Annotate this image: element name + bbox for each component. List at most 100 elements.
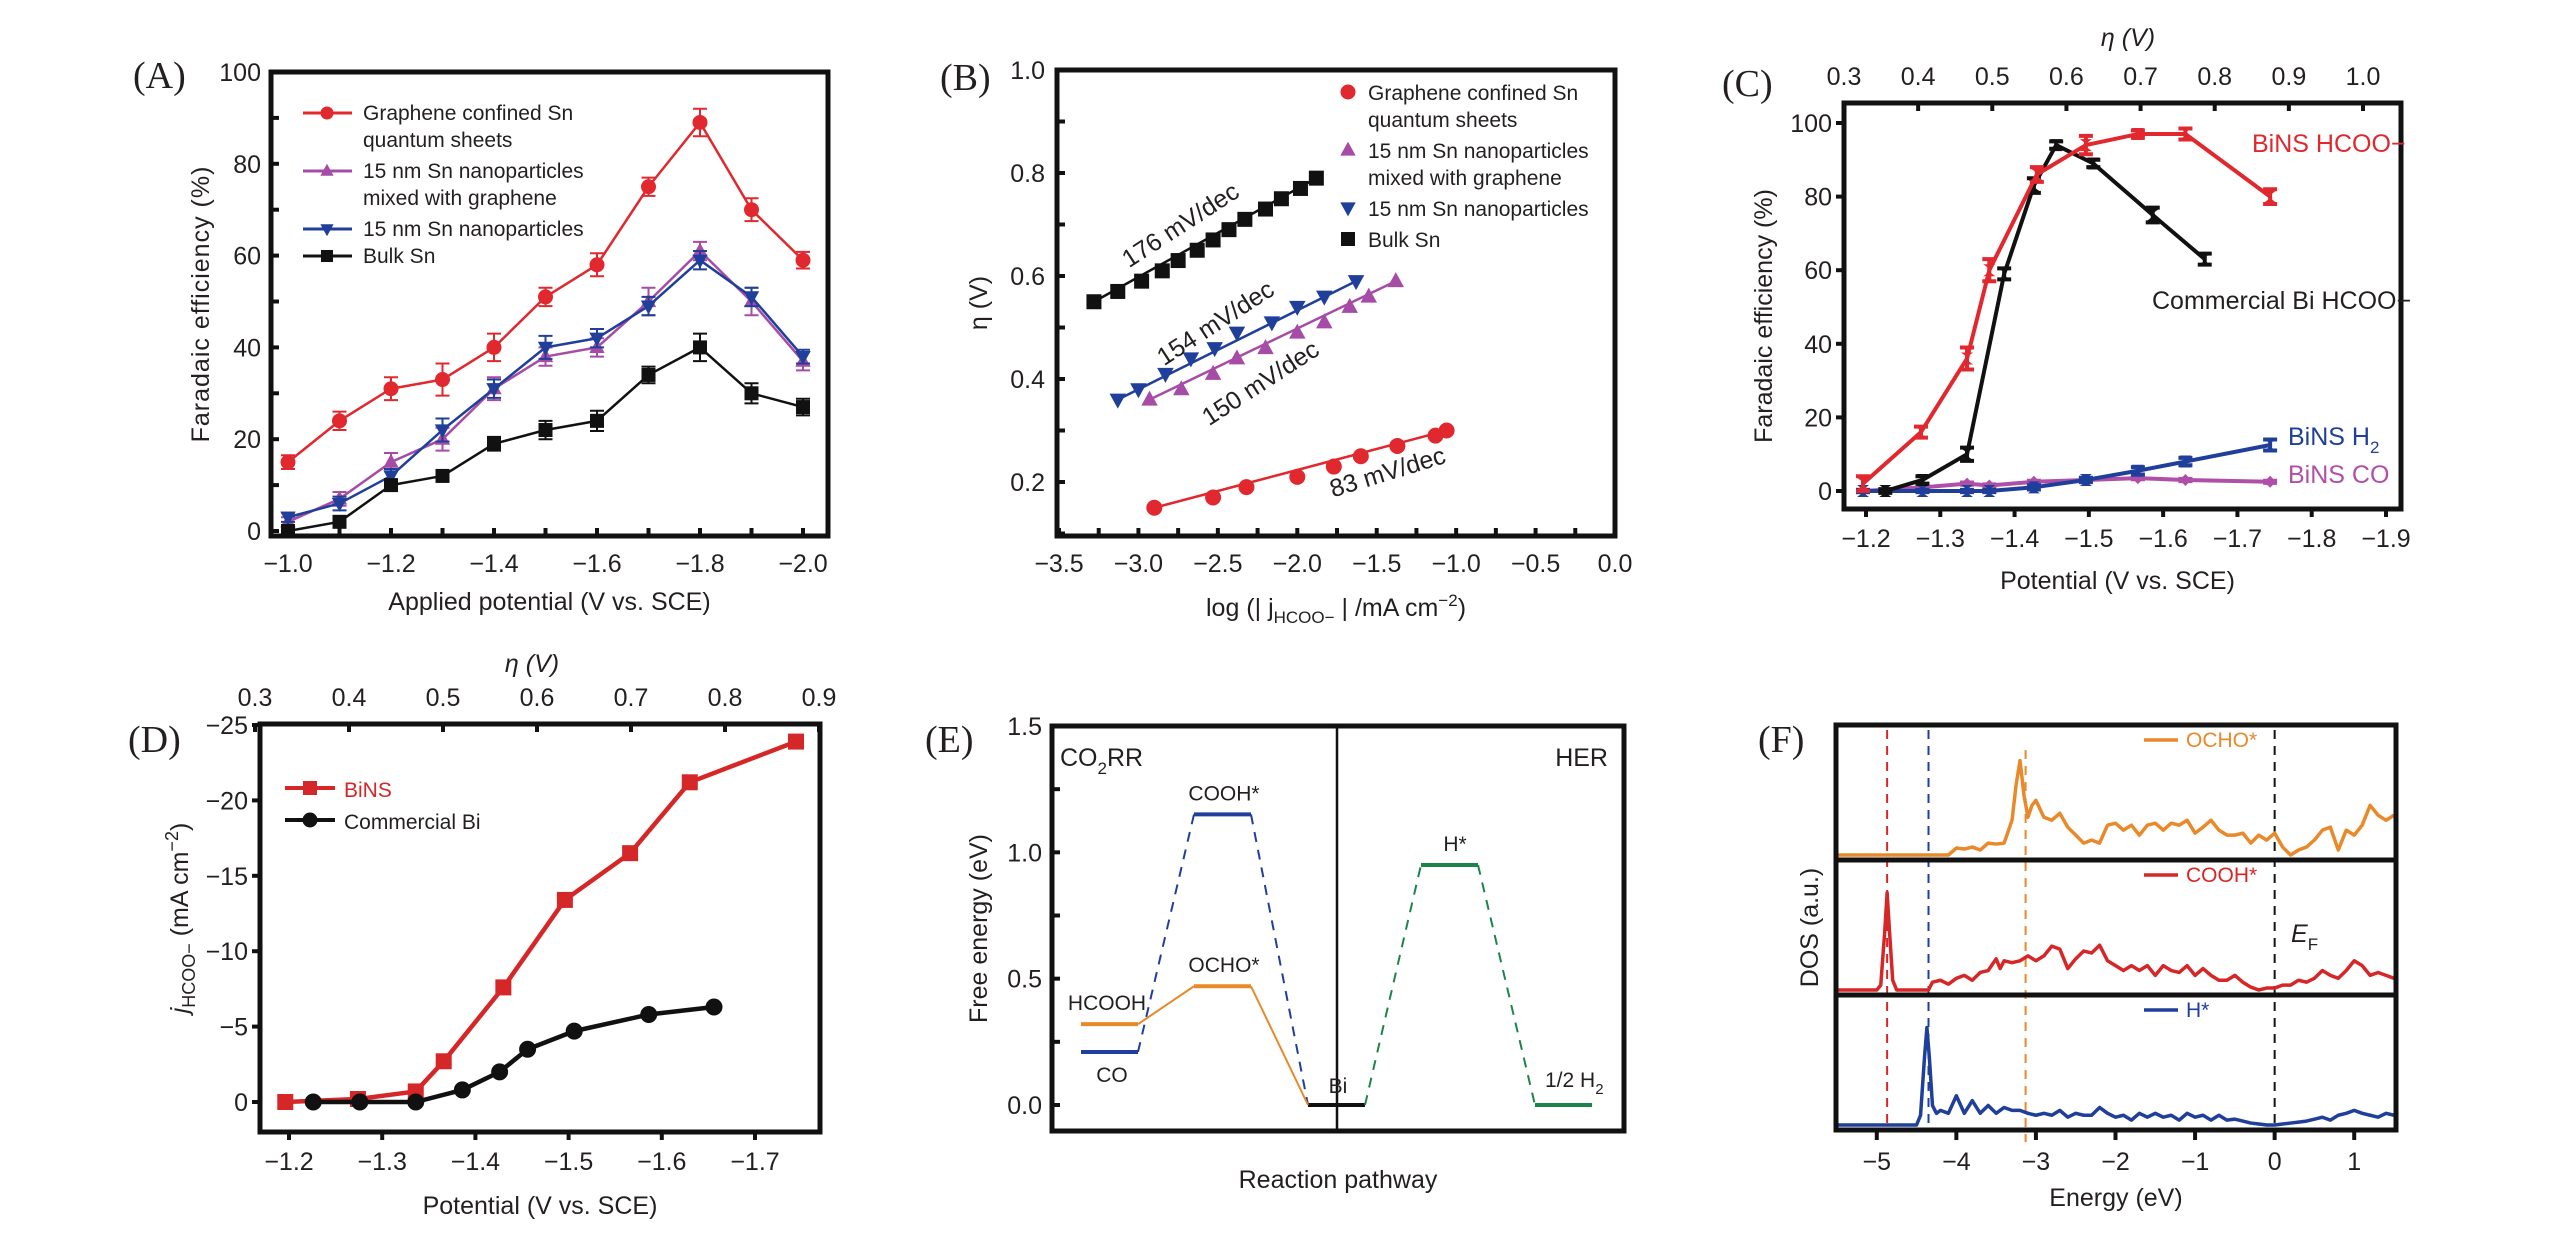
- top-x-axis-title: η (V): [2101, 24, 2155, 52]
- x-tick-label: −1.4: [469, 550, 518, 578]
- y-tick-label: −20: [206, 787, 248, 815]
- slope-annotation: 83 mV/dec: [1326, 441, 1448, 503]
- data-point: [1438, 422, 1455, 439]
- dos-curve-0: [1837, 758, 2395, 857]
- data-point: [1289, 300, 1306, 316]
- legend-label: H*: [2186, 999, 2209, 1022]
- x-tick-label: −1.7: [730, 1148, 779, 1176]
- top-x-tick-label: 0.3: [1827, 63, 1862, 91]
- panel-letter-f: (F): [1758, 719, 1804, 761]
- y-tick-label: 0.6: [1010, 263, 1045, 291]
- y-tick-label: −25: [206, 712, 248, 740]
- x-tick-label: −2.0: [1273, 550, 1322, 578]
- y-axis-title: Faradaic efficiency (%): [187, 166, 215, 443]
- x-tick-label: −1.0: [263, 550, 312, 578]
- x-tick-label: −1: [2181, 1148, 2210, 1176]
- legend-label: mixed with graphene: [1368, 167, 1562, 190]
- top-x-tick-label: 0.9: [2271, 63, 2306, 91]
- plot-frame: [257, 721, 823, 1135]
- data-point: [641, 367, 656, 382]
- y-tick-label: 0.8: [1010, 160, 1045, 188]
- data-point: [435, 1053, 452, 1070]
- legend-marker: [320, 224, 334, 237]
- data-point: [1221, 222, 1237, 238]
- y-tick-label: −5: [219, 1014, 248, 1042]
- data-point: [1189, 242, 1205, 258]
- level-label-hcooh: HCOOH: [1068, 992, 1146, 1015]
- top-x-tick-label: 0.7: [2123, 63, 2158, 91]
- top-x-tick-label: 0.7: [614, 684, 649, 712]
- data-point: [2027, 481, 2040, 494]
- x-tick-label: −3: [2022, 1148, 2051, 1176]
- level-label-h: H*: [1443, 833, 1466, 856]
- plot-frame: [1841, 100, 2404, 512]
- data-point: [486, 339, 502, 355]
- top-x-tick-label: 0.6: [2049, 63, 2084, 91]
- y-tick-label: 0: [1818, 478, 1832, 506]
- x-tick-label: 0: [2268, 1148, 2282, 1176]
- top-x-tick-label: 0.8: [2197, 63, 2232, 91]
- data-point: [351, 1093, 369, 1111]
- data-point: [640, 300, 657, 315]
- connector-solid: [1137, 985, 1195, 1025]
- x-axis-title: Potential (V vs. SCE): [423, 1192, 658, 1220]
- data-point: [538, 289, 553, 305]
- data-point: [2179, 473, 2192, 486]
- top-x-tick-label: 1.0: [2346, 63, 2381, 91]
- connector-solid: [1250, 985, 1309, 1106]
- data-point: [640, 1006, 658, 1024]
- top-x-tick-label: 0.8: [708, 684, 743, 712]
- y-tick-label: 20: [233, 426, 261, 454]
- data-point: [1289, 323, 1306, 339]
- dos-curve-1: [1837, 890, 2395, 992]
- connector-dashed: [1364, 864, 1422, 1106]
- legend-marker: [321, 250, 333, 262]
- x-tick-label: −1.3: [1916, 525, 1965, 553]
- x-tick-label: −1.2: [264, 1148, 313, 1176]
- y-tick-label: 40: [1804, 331, 1832, 359]
- data-point: [1134, 273, 1150, 289]
- panel-letter-b: (B): [940, 57, 991, 99]
- data-point: [1961, 448, 1974, 461]
- data-point: [1347, 275, 1365, 291]
- legend-label: 15 nm Sn nanoparticles: [363, 218, 584, 241]
- y-tick-label: 100: [219, 59, 261, 87]
- region-label-co2rr: CO2RR: [1060, 744, 1143, 778]
- top-x-tick-label: 0.5: [1975, 63, 2010, 91]
- y-tick-label: 0.4: [1010, 366, 1045, 394]
- data-point: [1983, 264, 1996, 277]
- data-point: [453, 1081, 471, 1099]
- y-tick-label: 1.5: [1007, 713, 1042, 741]
- x-axis-title: Applied potential (V vs. SCE): [388, 588, 710, 616]
- data-point: [2079, 139, 2092, 152]
- series-label-bins-co: BiNS CO: [2288, 461, 2389, 489]
- dos-curve-2: [1837, 1025, 2395, 1127]
- data-point: [332, 514, 347, 529]
- y-tick-label: 60: [233, 243, 261, 271]
- data-point: [1360, 287, 1378, 303]
- y-tick-label: 0: [247, 518, 261, 546]
- level-label-ocho: OCHO*: [1188, 954, 1259, 977]
- data-point: [491, 1063, 509, 1081]
- data-point: [383, 453, 399, 468]
- series-label-bins-h2: BiNS H2: [2288, 423, 2379, 457]
- top-x-tick-label: 0.3: [238, 684, 273, 712]
- data-point: [1206, 342, 1223, 358]
- data-point: [1141, 390, 1158, 406]
- legend-label: Bulk Sn: [1368, 229, 1440, 252]
- y-tick-label: 0: [234, 1089, 248, 1117]
- data-point: [692, 242, 708, 257]
- panel-d-chart: 0 −5 −10 −15 −20 −25 −1.2 −1.3 −1.4 −1.5 −1.6 −1.7 0…: [162, 650, 836, 1220]
- level-label-half-h2: 1/2 H2: [1545, 1069, 1604, 1098]
- data-point: [743, 291, 760, 306]
- panel-letter-e: (E): [925, 719, 974, 761]
- plot-frame: [268, 69, 831, 539]
- data-point: [589, 257, 605, 273]
- y-tick-label: 0.5: [1007, 966, 1042, 994]
- plot-frame: [1833, 722, 2399, 1133]
- data-point: [434, 424, 451, 439]
- data-point: [383, 381, 399, 397]
- data-point: [486, 383, 502, 398]
- data-point: [1316, 290, 1333, 306]
- data-point: [1257, 339, 1274, 355]
